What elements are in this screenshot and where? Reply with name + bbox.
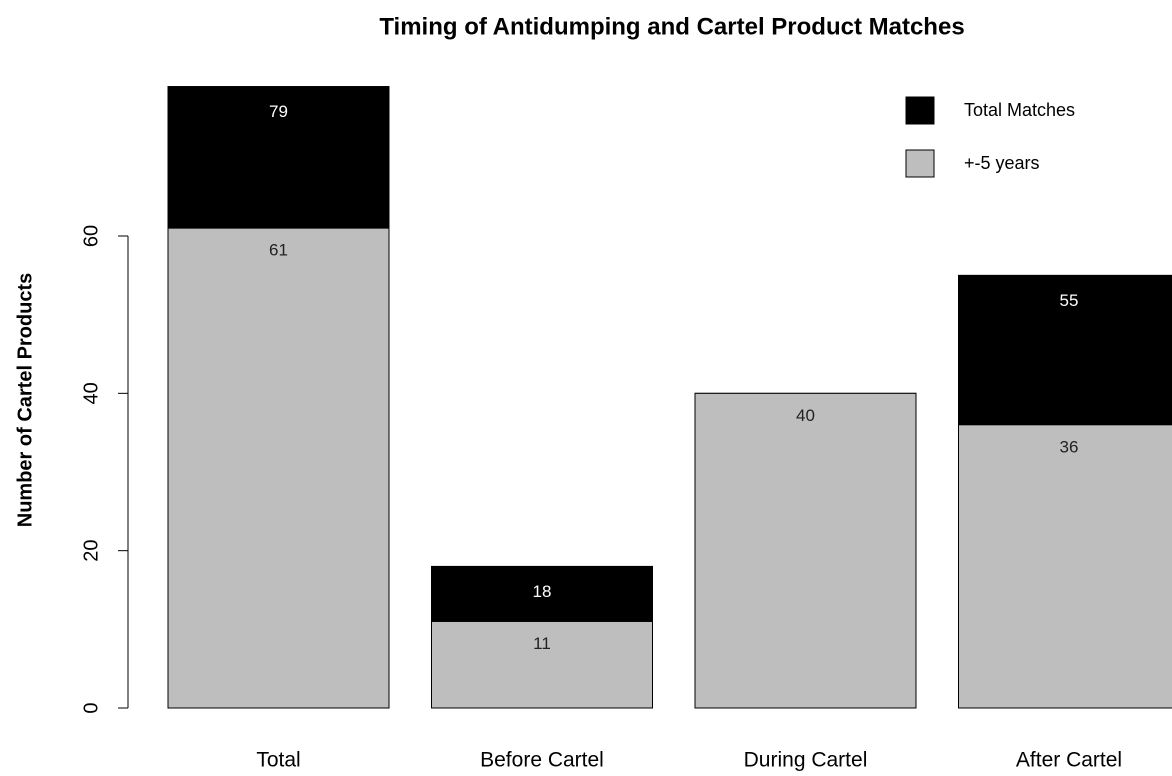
legend-swatch [905,149,935,178]
bar [431,620,653,709]
value-label: 40 [796,406,815,425]
y-tick-label: 40 [80,382,102,404]
value-label: 18 [533,582,552,601]
legend-swatch [905,96,935,125]
value-label: 11 [533,634,551,653]
y-tick-label: 20 [80,540,102,562]
bar [958,424,1172,709]
x-tick-label: Total [256,749,300,772]
legend-label: +-5 years [964,153,1040,173]
value-label: 79 [269,102,288,121]
value-label: 61 [269,241,288,260]
x-tick-label: After Cartel [1016,749,1122,772]
legend-label: Total Matches [964,100,1075,120]
y-tick-label: 60 [80,225,102,247]
y-tick-label: 0 [80,702,102,713]
chart-title: Timing of Antidumping and Cartel Product… [379,13,964,40]
y-axis-label: Number of Cartel Products [14,273,36,527]
x-tick-label: During Cartel [744,749,868,772]
bar [694,392,917,709]
value-label: 55 [1060,291,1079,310]
bar [167,227,390,709]
x-tick-label: Before Cartel [480,749,604,772]
value-label: 36 [1060,437,1079,456]
